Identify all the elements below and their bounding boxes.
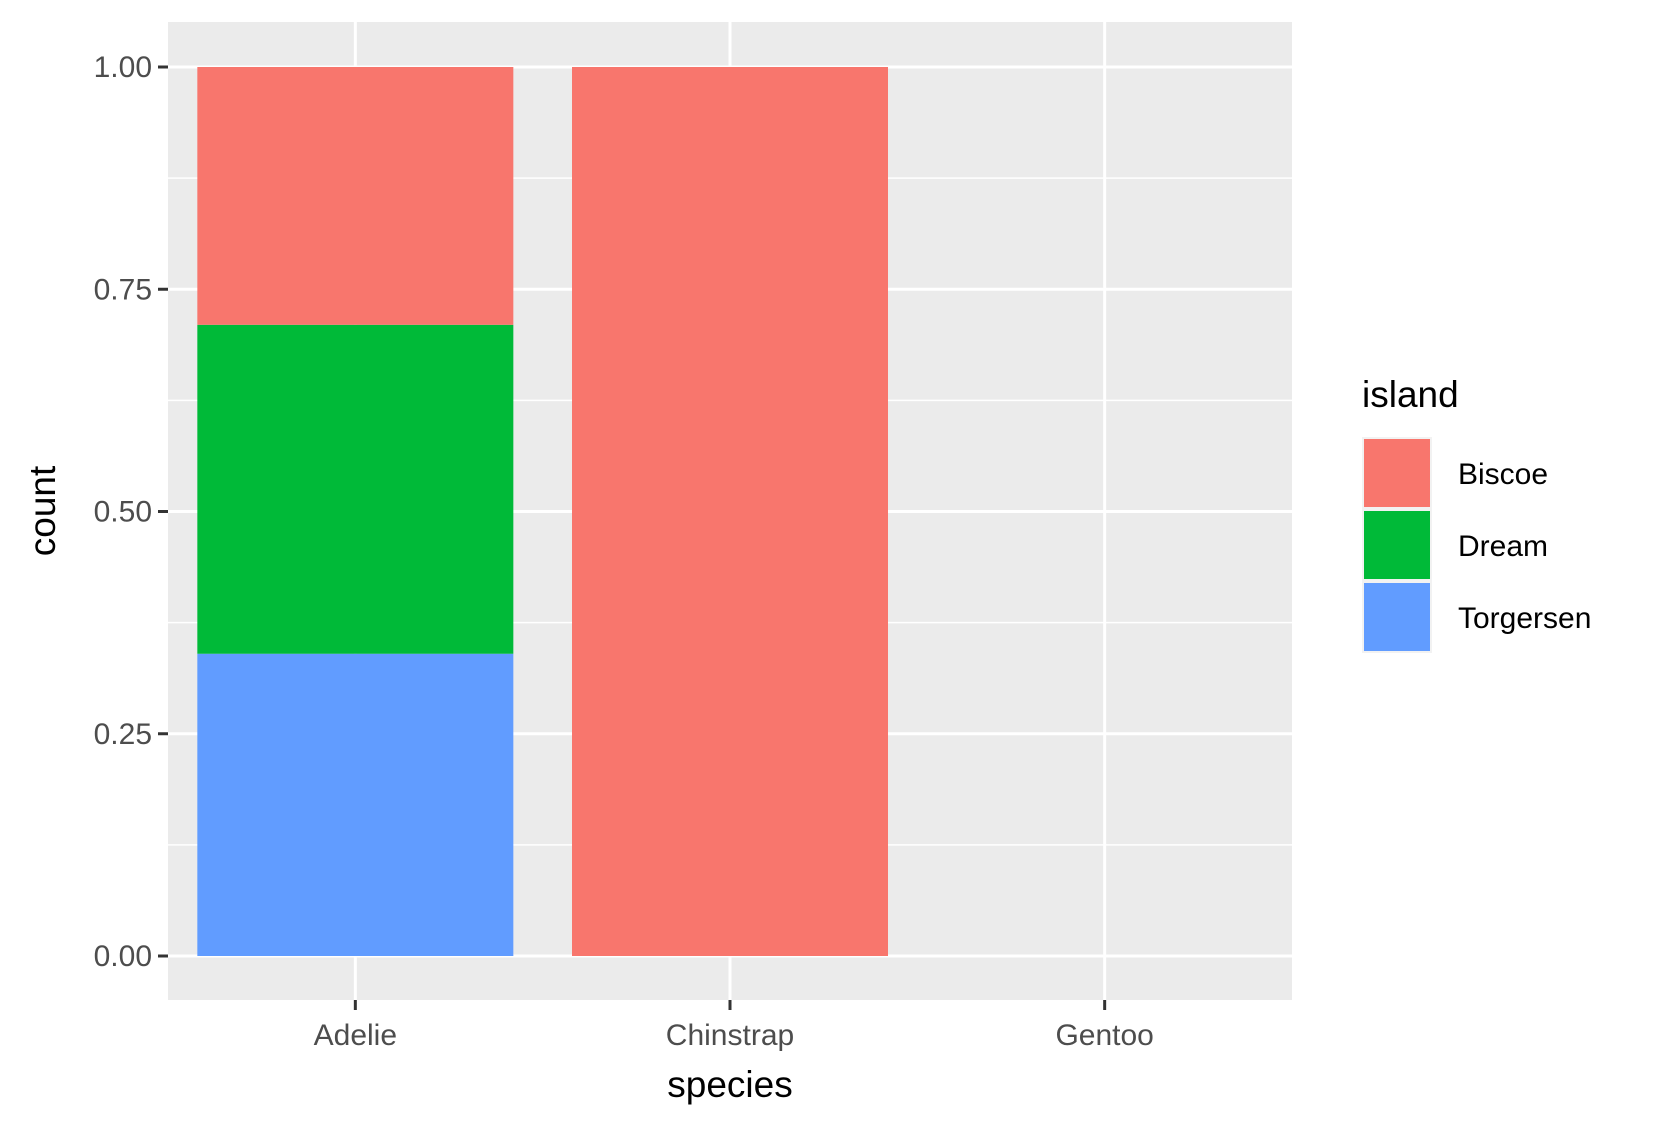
bar-adelie-biscoe bbox=[197, 67, 514, 325]
x-tick-label: Adelie bbox=[314, 1019, 397, 1052]
legend-title: island bbox=[1362, 374, 1459, 415]
bar-adelie-torgersen bbox=[197, 653, 514, 956]
legend-label-dream: Dream bbox=[1458, 530, 1548, 563]
legend-swatch-biscoe bbox=[1364, 439, 1430, 507]
y-tick-label: 0.50 bbox=[94, 496, 152, 529]
legend-label-torgersen: Torgersen bbox=[1458, 602, 1591, 635]
legend-swatch-torgersen bbox=[1364, 583, 1430, 651]
y-tick-label: 1.00 bbox=[94, 51, 152, 84]
y-tick-label: 0.75 bbox=[94, 273, 152, 306]
x-axis: Adelie Chinstrap Gentoo bbox=[314, 1000, 1154, 1052]
legend-label-biscoe: Biscoe bbox=[1458, 458, 1548, 491]
x-tick-label: Gentoo bbox=[1055, 1019, 1153, 1052]
bars bbox=[197, 67, 888, 956]
bar-adelie-dream bbox=[197, 324, 514, 654]
y-tick-label: 0.00 bbox=[94, 940, 152, 973]
y-axis: 0.00 0.25 0.50 0.75 1.00 bbox=[94, 51, 168, 973]
bar-chinstrap-biscoe bbox=[572, 67, 888, 956]
x-axis-title: species bbox=[667, 1064, 792, 1105]
legend-swatch-dream bbox=[1364, 511, 1430, 579]
y-axis-title: count bbox=[22, 465, 63, 556]
y-tick-label: 0.25 bbox=[94, 718, 152, 751]
x-tick-label: Chinstrap bbox=[666, 1019, 794, 1052]
legend: island Biscoe Dream Torgersen bbox=[1362, 374, 1591, 653]
